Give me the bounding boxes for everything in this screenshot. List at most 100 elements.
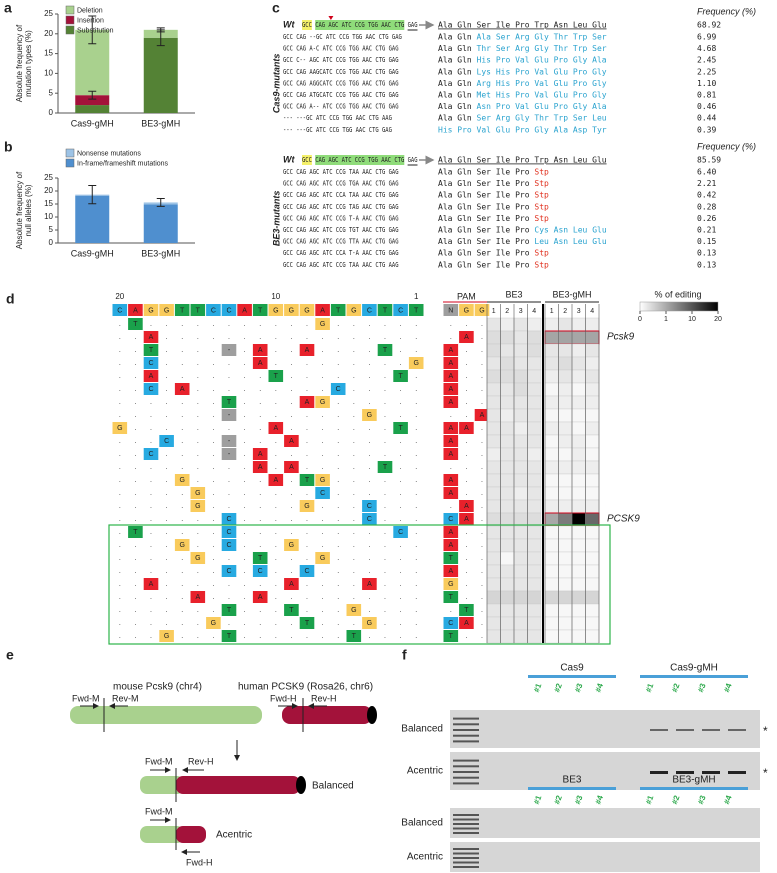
match-dot: . [400, 412, 402, 419]
match-dot: . [197, 386, 199, 393]
heat-cell [527, 629, 542, 644]
match-dot: . [306, 607, 308, 614]
mismatch-label: A [289, 581, 294, 588]
heat-cell [558, 551, 573, 566]
human-box [108, 524, 611, 645]
heat-cell [513, 460, 528, 475]
match-dot: . [415, 347, 417, 354]
match-dot: . [259, 529, 261, 536]
heat-cell [544, 382, 559, 397]
match-dot: . [337, 607, 339, 614]
match-dot: . [481, 438, 483, 445]
match-dot: . [212, 542, 214, 549]
mismatch-base [128, 318, 143, 330]
match-dot: . [384, 438, 386, 445]
match-dot: . [337, 360, 339, 367]
panel-label: a [4, 0, 12, 16]
mismatch-base [443, 396, 459, 408]
mismatch-label: A [448, 386, 453, 393]
reference-base-label: C [211, 307, 216, 314]
y-tick-label: 5 [49, 88, 54, 97]
match-dot: . [119, 373, 121, 380]
match-dot: . [259, 503, 261, 510]
match-dot: . [337, 451, 339, 458]
pam-highlight [302, 20, 312, 30]
mismatch-base [252, 591, 268, 603]
match-dot: . [322, 581, 324, 588]
reference-base [408, 304, 424, 316]
match-dot: . [134, 594, 136, 601]
heat-cell [486, 525, 501, 540]
match-dot: . [306, 529, 308, 536]
match-dot: . [337, 334, 339, 341]
match-dot: . [481, 373, 483, 380]
match-dot: . [306, 581, 308, 588]
match-dot: . [134, 503, 136, 510]
heat-cell [571, 408, 586, 423]
match-dot: . [481, 529, 483, 536]
mutant-sequence: GCC CAG AGC ATC CCG TAG AAC CTG GAG [283, 203, 399, 211]
match-dot: . [275, 516, 277, 523]
match-dot: . [337, 633, 339, 640]
match-dot: . [228, 464, 230, 471]
mismatch-label: T [227, 399, 232, 406]
heat-cell [500, 447, 515, 462]
match-dot: . [368, 425, 370, 432]
match-dot: . [197, 516, 199, 523]
match-dot: . [244, 438, 246, 445]
mouse-chromosome [140, 776, 184, 794]
match-dot: . [119, 503, 121, 510]
match-dot: . [119, 542, 121, 549]
mismatch-label: C [164, 438, 169, 445]
match-dot: . [322, 464, 324, 471]
protein-change: Asn Pro Val Glu Pro Gly Ala [477, 102, 607, 111]
heat-cell [585, 616, 600, 631]
match-dot: . [337, 425, 339, 432]
match-dot: . [244, 490, 246, 497]
mismatch-label: A [258, 464, 263, 471]
protein: Ala Gln Ser Ile Pro [438, 202, 530, 211]
legend-swatch [65, 158, 75, 168]
match-dot: . [166, 555, 168, 562]
match-dot: . [368, 334, 370, 341]
mismatch-base [221, 396, 237, 408]
mismatch-base [221, 409, 237, 421]
scale-tick-label: 0 [638, 316, 642, 323]
heat-cell [585, 356, 600, 371]
ladder-band [453, 759, 479, 762]
match-dot: . [400, 321, 402, 328]
match-dot: . [400, 477, 402, 484]
position-label: 1 [414, 292, 419, 301]
match-dot: . [322, 360, 324, 367]
mismatch-base [443, 565, 459, 577]
match-dot: . [415, 516, 417, 523]
match-dot: . [415, 620, 417, 627]
mismatch-base [299, 617, 315, 629]
match-dot: . [290, 477, 292, 484]
match-dot: . [134, 607, 136, 614]
mismatch-base [284, 435, 299, 447]
heat-cell [513, 616, 528, 631]
heat-cell [486, 317, 501, 332]
match-dot: . [212, 321, 214, 328]
match-dot: . [337, 620, 339, 627]
match-dot: . [368, 633, 370, 640]
match-dot: . [384, 399, 386, 406]
protein: Ala Gln [438, 67, 472, 76]
heat-cell [513, 343, 528, 358]
ladder-band [453, 771, 479, 773]
match-dot: . [197, 451, 199, 458]
reference-base [393, 304, 408, 316]
match-dot: . [197, 620, 199, 627]
match-dot: . [353, 568, 355, 575]
gel-band [650, 771, 668, 774]
mismatch-base [443, 578, 459, 590]
match-dot: . [212, 581, 214, 588]
mismatch-label: T [305, 620, 310, 627]
match-dot: . [481, 321, 483, 328]
group-label: BE3 [505, 289, 522, 299]
heat-cell [500, 486, 515, 501]
mismatch-base [221, 630, 237, 642]
heat-cell [513, 356, 528, 371]
mismatch-base [459, 604, 474, 616]
